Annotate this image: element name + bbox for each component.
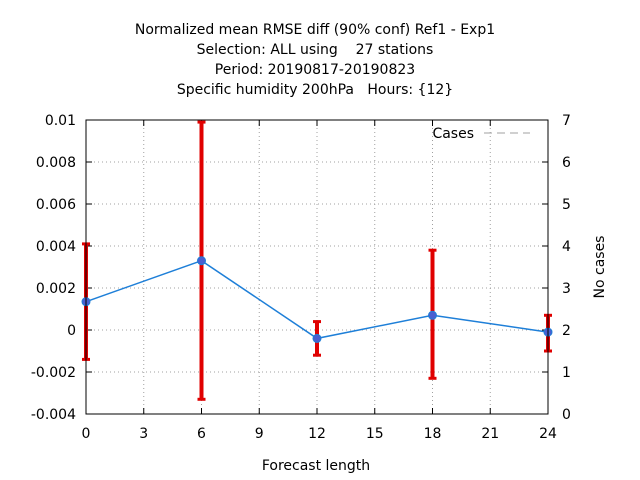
x-tick-label: 15 xyxy=(366,426,384,442)
title-line-3: Period: 20190817-20190823 xyxy=(215,62,415,78)
y2-tick-label: 3 xyxy=(562,281,571,297)
mean-series xyxy=(81,256,553,343)
x-axis-label: Forecast length xyxy=(262,458,370,474)
y-axis-right: 0 1 2 3 4 5 6 7 xyxy=(542,113,571,423)
x-axis: 0 3 6 9 12 15 18 21 24 xyxy=(82,120,557,442)
x-tick-label: 9 xyxy=(255,426,264,442)
title-line-4: Specific humidity 200hPa Hours: {12} xyxy=(177,82,453,98)
y2-axis-label: No cases xyxy=(592,236,608,299)
mean-point xyxy=(428,310,437,320)
x-tick-label: 0 xyxy=(82,426,91,442)
x-tick-label: 21 xyxy=(481,426,499,442)
y-tick-label: -0.002 xyxy=(31,365,76,381)
x-tick-label: 6 xyxy=(197,426,206,442)
y2-tick-label: 5 xyxy=(562,197,571,213)
grid xyxy=(86,120,548,414)
mean-point xyxy=(312,333,322,343)
mean-point xyxy=(197,256,206,266)
y-tick-label: 0 xyxy=(67,323,76,339)
plot-frame xyxy=(85,119,549,415)
chart-title: Normalized mean RMSE diff (90% conf) Ref… xyxy=(135,22,495,98)
y-tick-label: 0.006 xyxy=(36,197,76,213)
y2-tick-label: 7 xyxy=(562,113,571,129)
x-tick-label: 18 xyxy=(424,426,442,442)
title-line-1: Normalized mean RMSE diff (90% conf) Ref… xyxy=(135,22,495,38)
y2-tick-label: 2 xyxy=(562,323,571,339)
legend-label-cases: Cases xyxy=(432,126,474,142)
legend: Cases xyxy=(432,126,530,142)
y-tick-label: -0.004 xyxy=(31,407,76,423)
x-tick-label: 12 xyxy=(308,426,326,442)
x-tick-label: 3 xyxy=(139,426,148,442)
y2-tick-label: 4 xyxy=(562,239,571,255)
y-tick-label: 0.004 xyxy=(36,239,76,255)
y2-tick-label: 1 xyxy=(562,365,571,381)
y-axis-left: -0.004 -0.002 0 0.002 0.004 0.006 0.008 0.01 xyxy=(31,113,92,423)
y-tick-label: 0.008 xyxy=(36,155,76,171)
y2-tick-label: 6 xyxy=(562,155,571,171)
x-tick-label: 24 xyxy=(539,426,557,442)
y2-tick-label: 0 xyxy=(562,407,571,423)
title-line-2: Selection: ALL using 27 stations xyxy=(197,42,434,58)
y-tick-label: 0.01 xyxy=(45,113,76,129)
y-tick-label: 0.002 xyxy=(36,281,76,297)
